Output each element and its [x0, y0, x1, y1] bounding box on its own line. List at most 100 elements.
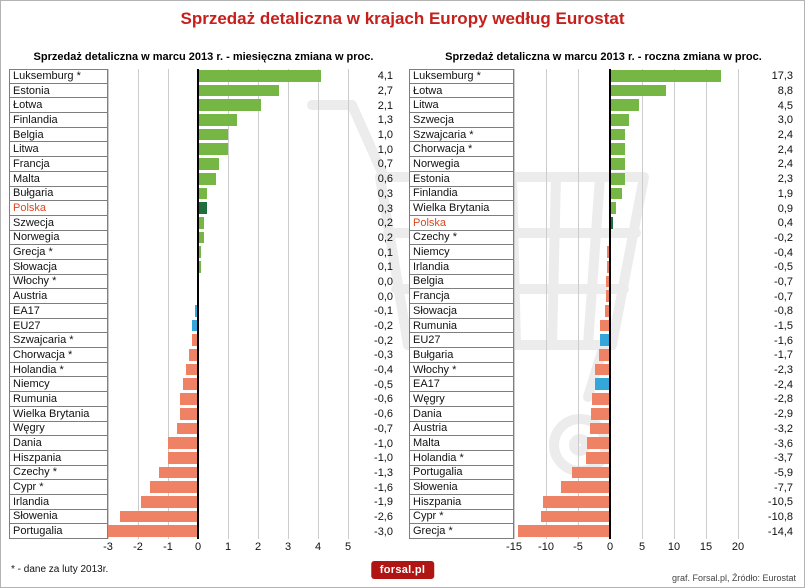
value-label: 3,0 — [777, 114, 793, 127]
bar-zone — [108, 422, 348, 437]
chart-row: Czechy * -1,3 — [9, 465, 398, 481]
value-label: 0,2 — [377, 231, 393, 244]
country-label: Słowenia — [9, 509, 108, 525]
country-label: Estonia — [409, 171, 514, 187]
bar-zone — [514, 480, 738, 495]
value-bar — [198, 246, 201, 258]
bar-zone — [514, 392, 738, 407]
country-label: Luksemburg * — [9, 69, 108, 84]
bar-zone — [514, 187, 738, 202]
value-bar — [177, 422, 198, 435]
value-label: -1,0 — [374, 452, 393, 465]
chart-row: Rumunia -0,6 — [9, 392, 398, 407]
gridline — [287, 69, 289, 539]
chart-annual-body: Luksemburg * 17,3 Łotwa 8,8 Litwa 4,5 Szwecja 3… — [409, 69, 798, 539]
value-bar — [606, 260, 610, 273]
country-label: Łotwa — [9, 98, 108, 114]
chart-row: Austria -3,2 — [409, 421, 798, 437]
chart-row: Słowenia -7,7 — [409, 480, 798, 495]
value-label: -0,6 — [374, 408, 393, 421]
chart-row: Łotwa 8,8 — [409, 83, 798, 99]
bar-zone — [514, 172, 738, 187]
chart-row: Finlandia 1,9 — [409, 186, 798, 202]
chart-row: Włochy * 0,0 — [9, 274, 398, 290]
bar-zone — [108, 113, 348, 128]
country-label: Irlandia — [409, 259, 514, 275]
value-label: 0,0 — [377, 290, 393, 303]
value-bar — [183, 378, 198, 391]
value-label: 17,3 — [771, 70, 793, 83]
chart-row: EA17 -2,4 — [409, 377, 798, 393]
chart-row: Malta 0,6 — [9, 171, 398, 187]
bar-zone — [108, 480, 348, 495]
value-label: -14,4 — [767, 525, 793, 538]
country-label: Bułgaria — [409, 348, 514, 363]
chart-row: Węgry -0,7 — [9, 421, 398, 437]
value-label: -0,8 — [774, 305, 793, 318]
country-label: Luksemburg * — [409, 69, 514, 84]
value-bar — [198, 84, 279, 97]
value-bar — [159, 466, 198, 479]
chart-row: Estonia 2,3 — [409, 171, 798, 187]
bar-zone — [108, 510, 348, 525]
chart-annual-change: Sprzedaż detaliczna w marcu 2013 r. - ro… — [409, 47, 798, 555]
chart-row: Grecja * -14,4 — [409, 524, 798, 539]
gridline — [347, 69, 349, 539]
value-label: -7,7 — [774, 481, 793, 494]
bar-zone — [108, 524, 348, 539]
country-label: Cypr * — [9, 480, 108, 495]
value-bar — [604, 305, 610, 317]
chart-row: Francja -0,7 — [409, 289, 798, 304]
chart-row: Norwegia 0,2 — [9, 230, 398, 246]
country-label: Malta — [9, 171, 108, 187]
country-label: Łotwa — [409, 83, 514, 99]
value-label: -2,6 — [374, 510, 393, 523]
forsal-logo: forsal.pl — [370, 561, 435, 579]
charts-row: Sprzedaż detaliczna w marcu 2013 r. - mi… — [9, 47, 798, 555]
value-bar — [150, 481, 198, 493]
chart-row: Czechy * -0,2 — [409, 230, 798, 246]
country-label: Holandia * — [409, 450, 514, 466]
bar-zone — [108, 304, 348, 319]
chart-row: Holandia * -0,4 — [9, 362, 398, 378]
bar-zone — [108, 363, 348, 378]
value-bar — [198, 114, 237, 126]
axis-tick-label: -10 — [538, 541, 554, 553]
gridline — [137, 69, 139, 539]
chart-row: Cypr * -1,6 — [9, 480, 398, 495]
bar-zone — [514, 495, 738, 510]
chart-row: Bułgaria 0,3 — [9, 186, 398, 202]
value-bar — [610, 99, 639, 112]
chart-row: Szwajcaria * 2,4 — [409, 127, 798, 143]
chart-row: Słowacja 0,1 — [9, 259, 398, 275]
bar-zone — [514, 319, 738, 334]
chart-row: Bułgaria -1,7 — [409, 348, 798, 363]
value-label: -0,3 — [374, 349, 393, 362]
chart-monthly-title: Sprzedaż detaliczna w marcu 2013 r. - mi… — [33, 51, 374, 63]
bar-zone — [108, 128, 348, 143]
bar-zone — [108, 157, 348, 172]
value-bar — [192, 319, 198, 332]
value-label: -0,7 — [774, 290, 793, 303]
country-label: Francja — [409, 289, 514, 304]
value-label: 1,9 — [777, 187, 793, 200]
footnote: * - dane za luty 2013r. — [11, 564, 109, 575]
country-label: Rumunia — [9, 392, 108, 407]
country-label: Polska — [409, 215, 514, 231]
value-label: -5,9 — [774, 466, 793, 479]
chart-row: Litwa 1,0 — [9, 142, 398, 158]
value-bar — [610, 216, 613, 229]
value-bar — [586, 437, 610, 449]
chart-row: Chorwacja * -0,3 — [9, 348, 398, 363]
country-label: Finlandia — [9, 113, 108, 128]
country-label: Węgry — [9, 421, 108, 437]
country-label: Norwegia — [9, 230, 108, 246]
value-label: 2,4 — [777, 143, 793, 156]
value-label: -0,6 — [374, 393, 393, 406]
chart-row: Belgia -0,7 — [409, 274, 798, 290]
value-bar — [180, 407, 198, 420]
value-label: -0,7 — [374, 422, 393, 435]
chart-row: Francja 0,7 — [9, 157, 398, 172]
country-label: Włochy * — [409, 362, 514, 378]
value-label: -2,8 — [774, 393, 793, 406]
